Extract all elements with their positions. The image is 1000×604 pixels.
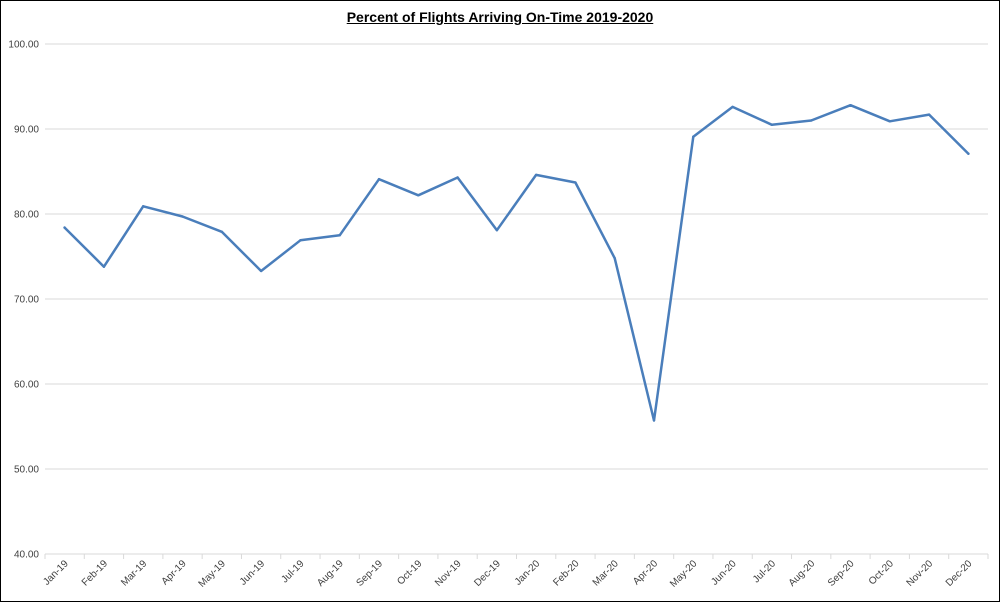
data-point: [692, 135, 695, 138]
y-tick-label: 50.00: [14, 465, 39, 476]
data-point: [259, 269, 263, 273]
data-point: [613, 257, 616, 260]
y-tick-label: 60.00: [14, 380, 39, 391]
x-tick-label: Jul-19: [279, 558, 306, 585]
x-tick-label: Nov-20: [905, 558, 936, 589]
data-point: [652, 419, 656, 422]
y-tick-label: 100.00: [8, 40, 39, 51]
data-point: [417, 194, 420, 197]
data-point: [63, 226, 66, 229]
x-tick-label: Aug-20: [787, 558, 818, 589]
data-point: [220, 230, 224, 234]
data-point: [102, 265, 106, 268]
data-point: [849, 104, 852, 107]
data-point: [299, 239, 302, 242]
x-tick-label: Aug-19: [315, 558, 346, 589]
data-point: [377, 177, 381, 181]
x-tick-label: Oct-20: [867, 558, 896, 587]
x-tick-label: Apr-20: [631, 558, 660, 587]
y-tick-label: 70.00: [14, 295, 39, 306]
data-point: [574, 181, 577, 184]
x-tick-label: Nov-19: [433, 558, 464, 589]
data-point: [181, 215, 184, 218]
x-tick-label: Sep-20: [826, 558, 857, 589]
series-line: [63, 103, 970, 422]
data-point: [456, 176, 459, 179]
y-tick-label: 80.00: [14, 210, 39, 221]
x-tick-label: Jun-20: [709, 558, 739, 588]
data-point: [142, 205, 145, 208]
x-tick-label: Jun-19: [238, 558, 268, 588]
x-tick-label: Jan-19: [41, 558, 71, 588]
x-tick-label: May-19: [197, 558, 229, 590]
data-point: [809, 119, 813, 122]
data-point: [731, 105, 734, 109]
y-tick-label: 90.00: [14, 125, 39, 136]
x-tick-label: Dec-19: [472, 558, 503, 589]
data-point: [967, 152, 970, 155]
x-tick-label: Mar-20: [591, 558, 621, 588]
x-tick-label: Jan-20: [513, 558, 543, 588]
x-tick-label: May-20: [668, 558, 700, 590]
chart-title: Percent of Flights Arriving On-Time 2019…: [346, 9, 654, 25]
x-tick-label: Mar-19: [119, 558, 149, 588]
x-tick-label: Sep-19: [355, 558, 386, 589]
data-point: [534, 173, 538, 177]
data-point: [495, 228, 499, 232]
x-tick-label: Dec-20: [944, 558, 975, 589]
x-tick-label: Oct-19: [395, 558, 424, 587]
x-tick-label: Apr-19: [160, 558, 189, 587]
y-tick-label: 40.00: [14, 550, 39, 561]
data-point: [770, 123, 774, 126]
x-tick-label: Feb-19: [80, 558, 110, 588]
data-point: [338, 234, 341, 237]
x-tick-label: Feb-20: [551, 558, 581, 588]
x-tick-label: Jul-20: [751, 558, 778, 585]
data-point: [888, 120, 891, 123]
data-point: [927, 113, 931, 116]
